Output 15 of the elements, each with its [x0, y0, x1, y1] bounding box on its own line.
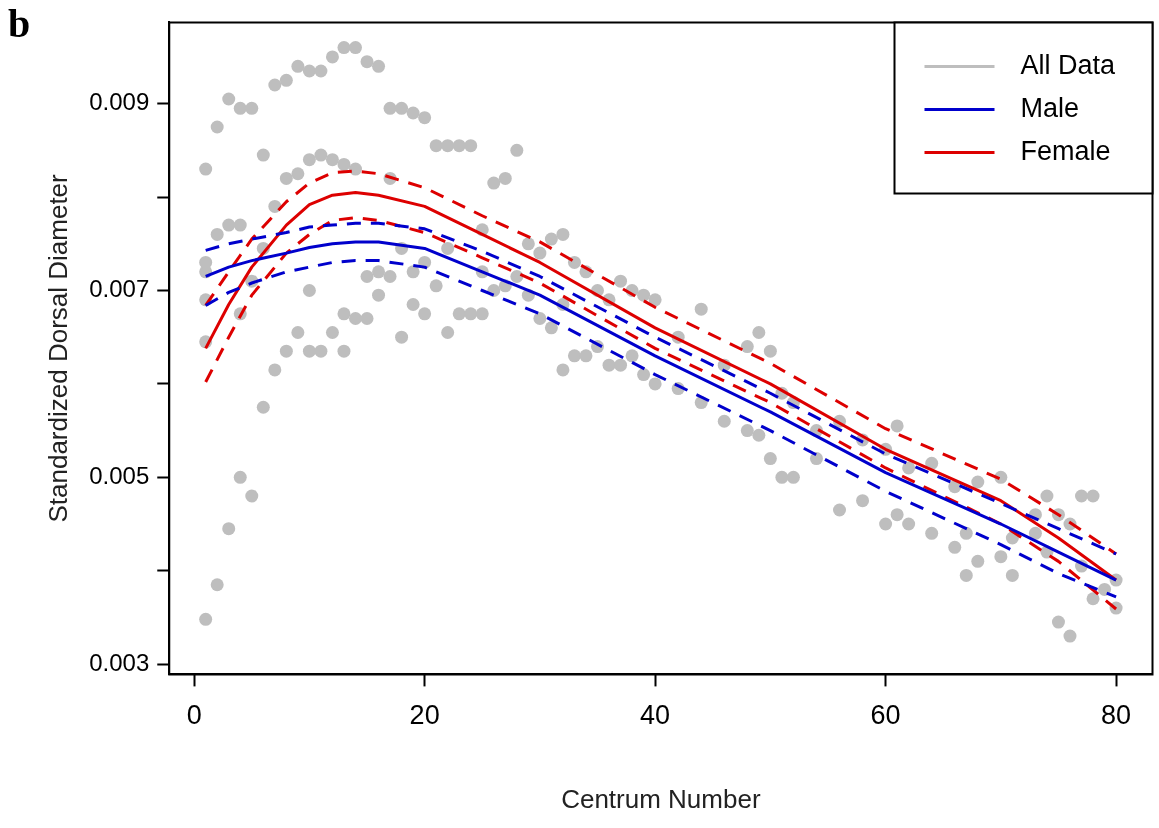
y-axis-title: Standardized Dorsal Diameter	[42, 173, 73, 523]
text: b	[8, 0, 31, 47]
legend-label: Female	[1020, 135, 1111, 166]
x-axis-title: Centrum Number	[561, 783, 761, 814]
y-tick-label: 0.005	[89, 461, 150, 489]
x-tick-label: 40	[640, 700, 671, 731]
legend-label: All Data	[1020, 49, 1117, 80]
y-tick-label: 0.003	[89, 648, 150, 676]
x-tick-label: 60	[870, 700, 901, 731]
legend-label: Male	[1020, 92, 1080, 123]
x-tick-label: 20	[409, 700, 440, 731]
x-tick-label: 80	[1101, 700, 1132, 731]
x-tick-label: 0	[186, 700, 202, 731]
y-tick-label: 0.009	[89, 88, 150, 116]
y-tick-label: 0.007	[89, 275, 150, 303]
